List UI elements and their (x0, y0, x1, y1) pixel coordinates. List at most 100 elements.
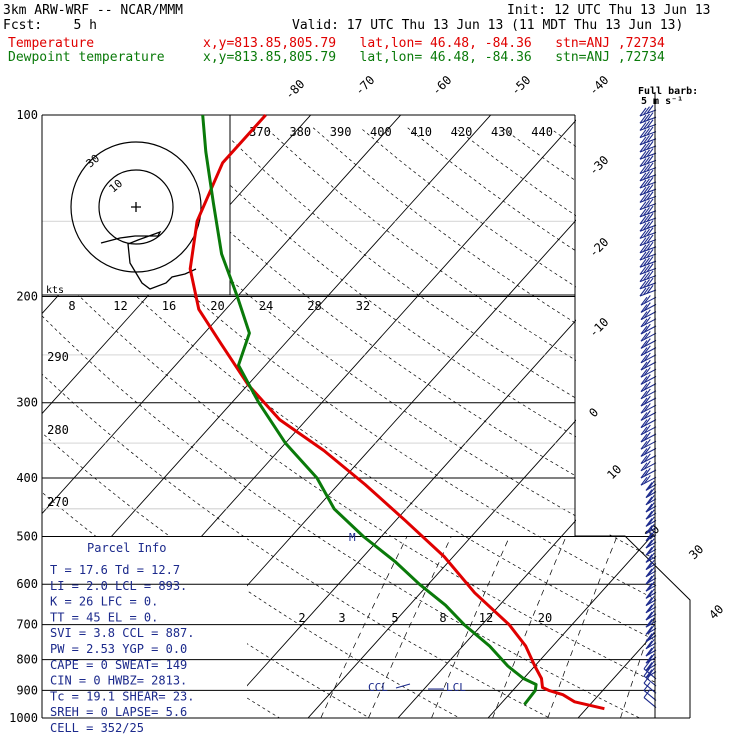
wind-barb-feather (647, 509, 655, 519)
wind-barb-feather (643, 439, 651, 448)
dry-adiabat (42, 373, 551, 718)
wind-barb-feather (643, 682, 651, 691)
theta-e-label: 370 (249, 125, 271, 139)
dewpoint-legend-label: Dewpoint temperature (8, 50, 165, 65)
hodograph-ring-inner (98, 169, 174, 245)
wind-barb-feather (640, 311, 648, 320)
wind-barb-feather (639, 230, 647, 239)
wind-barb-staff (640, 462, 657, 472)
wind-barb-feather (645, 611, 653, 621)
wind-barb-staff (639, 282, 657, 290)
wind-barb-staff (639, 217, 657, 225)
wind-barb-feather (639, 150, 647, 160)
theta-e-label: 380 (289, 125, 311, 139)
wind-barb-feather (643, 667, 651, 677)
wind-barb-feather (647, 588, 655, 598)
wind-barb-feather (645, 575, 653, 585)
wind-barb-staff (639, 267, 657, 275)
wind-barb-feather (640, 404, 648, 414)
wind-barb-feather (643, 295, 651, 304)
wind-barb-feather (645, 654, 653, 664)
wind-barb-staff (645, 620, 657, 628)
wind-barb-feather (643, 460, 651, 470)
wind-barb-staff (639, 239, 657, 247)
wind-barb-feather (643, 475, 651, 484)
wind-barb-feather (639, 244, 647, 254)
wind-barb-staff (639, 174, 657, 182)
wind-barb-feather (646, 105, 654, 114)
wind-barb-staff (643, 668, 657, 680)
wind-barb-staff (639, 131, 657, 139)
wind-barb-feather (643, 257, 650, 267)
wind-barb-feather (645, 554, 653, 563)
isotherm (42, 115, 492, 615)
wind-barb-feather (639, 222, 647, 232)
wind-barb-feather (647, 502, 655, 512)
wind-barb-feather (646, 126, 654, 136)
wind-barb-feather (643, 156, 650, 166)
isotherm (217, 231, 655, 718)
wind-barb-staff (640, 433, 657, 443)
pressure-label-1000: 1000 (9, 711, 38, 725)
speed-tick-labels: 8 12 16 20 24 28 32 (68, 299, 370, 313)
wind-barb-feather (640, 455, 648, 464)
dry-adiabat (643, 127, 655, 136)
full-barb-units: 5 m s⁻¹ (641, 96, 683, 107)
wind-barb-feather (643, 410, 651, 419)
wind-barb-feather (645, 590, 653, 599)
wind-barb-staff (639, 203, 657, 211)
speed-tick-label: 28 (307, 299, 321, 313)
dry-adiabat (42, 257, 655, 683)
wind-barb-feather (645, 597, 653, 606)
pressure-label-700: 700 (16, 618, 38, 632)
wind-barb-staff (640, 404, 657, 414)
wind-barb-feather (639, 179, 647, 189)
wind-barb-staff (640, 339, 657, 349)
wind-barb-feather (647, 646, 655, 656)
parcel-info-rows: T = 17.6 Td = 12.7 LI = 2.0 LCL = 893. K =… (50, 563, 195, 735)
pressure-label-900: 900 (16, 683, 38, 697)
speed-tick-label: 8 (68, 299, 75, 313)
theta-e-label: 390 (330, 125, 352, 139)
mixing-ratio-label: 12 (479, 611, 493, 625)
wind-barb-feather (643, 309, 651, 319)
wind-barb-feather (646, 155, 654, 165)
wind-barb-feather (646, 249, 654, 258)
wind-barb-feather (647, 516, 655, 526)
wind-barb-feather (640, 325, 648, 335)
wind-barb-feather (647, 667, 655, 677)
mixing-ratio-lines (320, 536, 655, 718)
wind-barb-feather (647, 480, 655, 490)
parcel-info-row: CAPE = 0 SWEAT= 149 (50, 658, 187, 672)
wind-barb-feather (647, 559, 655, 569)
wind-barb-feather (646, 148, 654, 157)
wind-barb-feather (646, 205, 654, 215)
wind-barb-feather (639, 172, 647, 182)
dry-adiabat (42, 315, 641, 718)
wind-barb-staff (645, 656, 657, 664)
wind-barb-feather (647, 653, 655, 663)
isotherm-label: -50 (508, 73, 533, 98)
wind-barb-feather (639, 165, 647, 174)
theta-e-label: 430 (491, 125, 513, 139)
wind-barb-staff (645, 527, 657, 535)
parcel-info-row: CELL = 352/25 (50, 721, 144, 735)
wind-barb-feather (639, 194, 647, 203)
wind-barb-staff (640, 383, 657, 393)
wind-barb-feather (639, 287, 647, 297)
marker-m: M (349, 531, 356, 544)
theta-left-label: 280 (47, 423, 69, 437)
wind-barb-staff (645, 591, 657, 599)
wind-barb-feather (645, 568, 653, 578)
mixing-ratio-line (320, 536, 408, 718)
wind-barb-feather (645, 582, 653, 592)
wind-barb-staff (639, 167, 657, 175)
wind-barb-feather (647, 595, 655, 605)
wind-barb-feather (643, 453, 651, 463)
wind-barb-feather (643, 235, 650, 245)
mixing-ratio-label: 3 (338, 611, 345, 625)
dry-adiabat (76, 127, 655, 560)
wind-barb-feather (643, 302, 651, 311)
pressure-label-500: 500 (16, 529, 38, 543)
wind-barb-staff (645, 663, 657, 671)
